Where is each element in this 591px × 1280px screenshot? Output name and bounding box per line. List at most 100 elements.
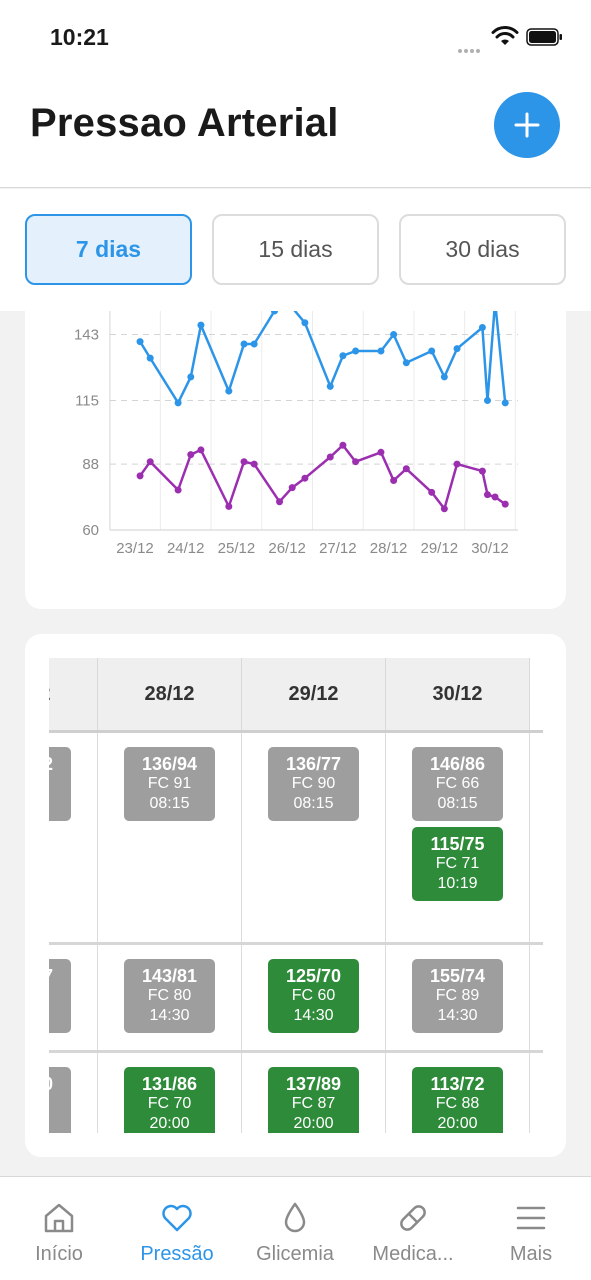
chart-point [440,505,448,513]
chart-point [197,321,205,329]
reading-badge[interactable]: 136/77 FC 90 08:15 [268,747,359,821]
reading-time: 14:30 [437,1007,478,1024]
reading-pressure: 115/75 [430,834,485,854]
chart-point [478,323,486,331]
reading-pressure: 134/92 [49,754,71,774]
reading-pressure: 113/72 [430,1074,485,1094]
reading-pressure: 121/97 [49,966,71,986]
reading-heart-rate: FC 72 [49,1094,71,1114]
reading-badge[interactable]: 155/74 FC 89 14:30 [412,959,503,1033]
tab-pressao-label: Pressão [140,1243,214,1265]
table-row-divider [49,1050,543,1053]
bottom-tab-bar: Início Pressão Glicemia Medica... Mais [0,1176,591,1280]
chart-point [301,319,309,327]
battery-icon [526,28,562,46]
chart-point [174,399,182,407]
status-time: 10:21 [50,24,109,50]
reading-heart-rate: FC 61 [49,986,71,1006]
chart-point [250,460,258,468]
reading-badge[interactable]: 136/94 FC 91 08:15 [124,747,215,821]
chart-point [453,460,461,468]
reading-time: 14:30 [149,1007,190,1024]
reading-pressure: 125/70 [285,966,342,986]
chart-point [270,311,278,315]
chart-x-tick-label: 26/12 [268,540,306,557]
reading-heart-rate: FC 89 [435,987,480,1004]
reading-pressure: 136/90 [49,1074,71,1094]
tab-medicamentos-label: Medica... [372,1243,454,1265]
chart-point [428,488,436,496]
reading-time: 20:00 [437,1115,478,1132]
chart-y-tick-label: 115 [75,392,99,409]
signal-icon [458,40,486,53]
reading-badge[interactable]: 143/81 FC 80 14:30 [124,959,215,1033]
column-divider [97,730,98,1133]
tab-inicio[interactable]: Início [0,1177,118,1280]
column-divider [241,730,242,1133]
chart-point [301,474,309,482]
reading-time: 20:00 [149,1115,190,1132]
tab-glicemia[interactable]: Glicemia [236,1177,354,1280]
chart-x-tick-label: 28/12 [370,540,408,557]
filter-15-days-button[interactable]: 15 dias [212,214,379,285]
chart-x-tick-label: 25/12 [218,540,256,557]
reading-time: 10:19 [437,875,478,892]
chart-point [440,373,448,381]
reading-heart-rate: FC 88 [435,1095,480,1112]
home-icon [44,1203,74,1233]
reading-time: 08:15 [293,795,334,812]
reading-badge[interactable]: 113/72 FC 88 20:00 [412,1067,503,1133]
filter-7-days-button[interactable]: 7 dias [25,214,192,285]
tab-medicamentos[interactable]: Medica... [354,1177,472,1280]
reading-heart-rate: FC 90 [291,775,336,792]
chart-x-tick-label: 24/12 [167,540,205,557]
column-header: 30/12 [386,658,530,730]
reading-time: 20:00 [293,1115,334,1132]
chart-point [501,500,509,508]
reading-pressure: 137/89 [285,1074,342,1094]
menu-icon [516,1206,546,1230]
tab-pressao[interactable]: Pressão [118,1177,236,1280]
heart-icon [162,1204,192,1232]
page-title: Pressao Arterial [30,101,339,145]
chart-point [402,465,410,473]
add-button[interactable] [494,92,560,158]
status-bar: 10:21 [0,0,591,70]
chart-point [187,451,195,459]
reading-badge[interactable]: 125/70 FC 60 14:30 [268,959,359,1033]
reading-badge[interactable]: 121/97FC 6114:30 [49,959,71,1033]
column-divider [529,730,530,1133]
chart-point [339,441,347,449]
reading-badge[interactable]: 134/92FC 8408:15 [49,747,71,821]
chart-point [377,448,385,456]
reading-heart-rate: FC 60 [291,987,336,1004]
chart-point [491,493,499,501]
chart-point [240,340,248,348]
reading-badge[interactable]: 136/90FC 7220:00 [49,1067,71,1133]
pill-icon [400,1205,426,1231]
chart-point [390,477,398,485]
tab-mais[interactable]: Mais [472,1177,590,1280]
chart-point [187,373,195,381]
reading-badge[interactable]: 137/89 FC 87 20:00 [268,1067,359,1133]
reading-heart-rate: FC 66 [435,775,480,792]
chart-point [288,484,296,492]
tab-glicemia-label: Glicemia [256,1243,334,1265]
reading-heart-rate: FC 71 [435,855,480,872]
filter-30-days-button[interactable]: 30 dias [399,214,566,285]
reading-time: 14:30 [293,1007,334,1024]
wifi-icon [491,26,519,45]
chart-point [390,331,398,339]
chart-point [326,453,334,461]
reading-badge[interactable]: 131/86 FC 70 20:00 [124,1067,215,1133]
chart-point [250,340,258,348]
chart-x-tick-label: 27/12 [319,540,357,557]
chart-point [483,491,491,499]
chart-point [377,347,385,355]
reading-badge[interactable]: 115/75 FC 71 10:19 [412,827,503,901]
chart-point [146,458,154,466]
reading-badge[interactable]: 146/86 FC 66 08:15 [412,747,503,821]
